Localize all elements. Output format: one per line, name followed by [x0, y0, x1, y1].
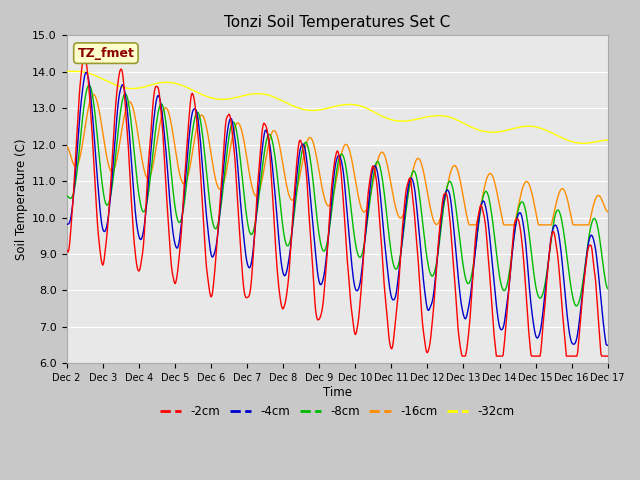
X-axis label: Time: Time	[323, 386, 352, 399]
Y-axis label: Soil Temperature (C): Soil Temperature (C)	[15, 139, 28, 260]
Title: Tonzi Soil Temperatures Set C: Tonzi Soil Temperatures Set C	[224, 15, 451, 30]
Text: TZ_fmet: TZ_fmet	[77, 47, 134, 60]
Legend: -2cm, -4cm, -8cm, -16cm, -32cm: -2cm, -4cm, -8cm, -16cm, -32cm	[155, 401, 519, 423]
